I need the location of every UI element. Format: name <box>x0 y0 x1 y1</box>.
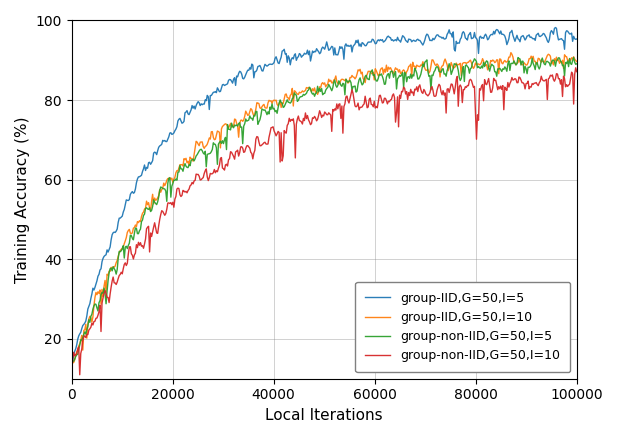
group-IID,G=50,I=10 <box>573 59 580 64</box>
group-IID,G=50,I=10 <box>342 77 350 82</box>
group-non-IID,G=50,I=10 <box>312 115 320 120</box>
group-IID,G=50,I=5 <box>573 36 580 42</box>
group-IID,G=50,I=10 <box>507 50 515 55</box>
group-IID,G=50,I=10 <box>563 54 570 59</box>
Legend: group-IID,G=50,I=5, group-IID,G=50,I=10, group-non-IID,G=50,I=5, group-non-IID,G: group-IID,G=50,I=5, group-IID,G=50,I=10,… <box>355 282 570 372</box>
Line: group-non-IID,G=50,I=5: group-non-IID,G=50,I=5 <box>72 57 577 364</box>
group-non-IID,G=50,I=10 <box>370 104 377 110</box>
group-IID,G=50,I=5 <box>482 32 489 37</box>
group-non-IID,G=50,I=5 <box>482 60 489 65</box>
group-non-IID,G=50,I=5 <box>341 92 349 97</box>
group-non-IID,G=50,I=10 <box>342 94 350 99</box>
group-non-IID,G=50,I=5 <box>308 90 315 95</box>
group-IID,G=50,I=10 <box>69 360 77 365</box>
group-IID,G=50,I=5 <box>68 364 75 369</box>
Y-axis label: Training Accuracy (%): Training Accuracy (%) <box>15 117 30 283</box>
group-IID,G=50,I=10 <box>312 90 320 95</box>
group-IID,G=50,I=10 <box>68 360 75 365</box>
group-non-IID,G=50,I=10 <box>573 69 580 74</box>
group-IID,G=50,I=5 <box>368 37 376 42</box>
group-IID,G=50,I=5 <box>308 53 315 59</box>
Line: group-IID,G=50,I=10: group-IID,G=50,I=10 <box>72 53 577 363</box>
group-non-IID,G=50,I=5 <box>311 94 318 99</box>
group-non-IID,G=50,I=5 <box>573 61 580 67</box>
Line: group-non-IID,G=50,I=10: group-non-IID,G=50,I=10 <box>72 68 577 375</box>
group-non-IID,G=50,I=5 <box>570 55 577 60</box>
group-IID,G=50,I=5 <box>341 43 349 49</box>
group-IID,G=50,I=10 <box>483 62 490 67</box>
group-non-IID,G=50,I=5 <box>68 361 75 367</box>
group-non-IID,G=50,I=10 <box>572 65 580 71</box>
group-non-IID,G=50,I=10 <box>483 82 490 87</box>
group-non-IID,G=50,I=5 <box>561 74 568 79</box>
group-IID,G=50,I=5 <box>562 30 569 35</box>
group-IID,G=50,I=10 <box>309 86 316 92</box>
group-non-IID,G=50,I=10 <box>309 115 316 120</box>
group-IID,G=50,I=5 <box>552 25 559 30</box>
group-non-IID,G=50,I=5 <box>368 67 376 72</box>
X-axis label: Local Iterations: Local Iterations <box>265 408 383 423</box>
group-non-IID,G=50,I=10 <box>562 84 569 89</box>
Line: group-IID,G=50,I=5: group-IID,G=50,I=5 <box>72 28 577 366</box>
group-IID,G=50,I=10 <box>370 70 377 75</box>
group-non-IID,G=50,I=10 <box>76 372 83 378</box>
group-IID,G=50,I=5 <box>311 49 318 54</box>
group-non-IID,G=50,I=10 <box>68 371 75 376</box>
